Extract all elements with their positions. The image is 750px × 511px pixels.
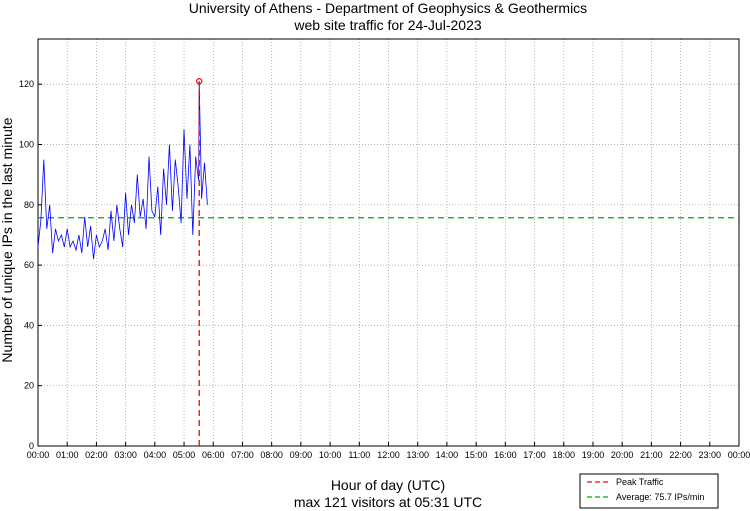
- x-tick-label: 19:00: [582, 450, 605, 460]
- legend: Peak Traffic Average: 75.7 IPs/min: [579, 473, 719, 509]
- grid-lines: [38, 39, 739, 446]
- chart-subtitle: web site traffic for 24-Jul-2023: [293, 17, 481, 33]
- y-tick-label: 60: [24, 260, 34, 270]
- x-tick-label: 21:00: [640, 450, 663, 460]
- x-tick-label: 15:00: [465, 450, 488, 460]
- x-tick-label: 22:00: [669, 450, 692, 460]
- x-tick-label: 17:00: [523, 450, 546, 460]
- x-tick-label: 13:00: [406, 450, 429, 460]
- x-tick-label: 23:00: [699, 450, 722, 460]
- x-tick-label: 08:00: [260, 450, 283, 460]
- chart-title: University of Athens - Department of Geo…: [189, 0, 587, 16]
- x-tick-label: 00:00: [27, 450, 50, 460]
- x-tick-label: 02:00: [85, 450, 108, 460]
- y-tick-label: 40: [24, 320, 34, 330]
- legend-box: [579, 473, 719, 509]
- x-tick-label: 06:00: [202, 450, 225, 460]
- y-tick-label: 0: [29, 441, 34, 451]
- y-axis-label: Number of unique IPs in the last minute: [0, 117, 15, 362]
- legend-peak-label: Peak Traffic: [616, 477, 664, 487]
- x-tick-label: 05:00: [173, 450, 196, 460]
- x-tick-label: 03:00: [114, 450, 137, 460]
- y-tick-label: 100: [19, 140, 34, 150]
- peak-marker: [196, 78, 203, 85]
- x-tick-label: 09:00: [290, 450, 313, 460]
- y-tick-label: 20: [24, 381, 34, 391]
- x-axis-label: Hour of day (UTC): [331, 477, 445, 493]
- x-tick-label: 10:00: [319, 450, 342, 460]
- x-tick-label: 12:00: [377, 450, 400, 460]
- y-tick-label: 120: [19, 79, 34, 89]
- x-tick-label: 01:00: [56, 450, 79, 460]
- y-tick-label: 80: [24, 200, 34, 210]
- traffic-series-line: [37, 81, 208, 260]
- x-tick-label: 07:00: [231, 450, 254, 460]
- x-tick-label: 00:00: [728, 450, 750, 460]
- legend-average-label: Average: 75.7 IPs/min: [616, 492, 704, 502]
- x-tick-label: 11:00: [348, 450, 370, 460]
- x-tick-label: 14:00: [436, 450, 459, 460]
- x-tick-label: 20:00: [611, 450, 634, 460]
- x-tick-label: 04:00: [144, 450, 167, 460]
- x-tick-label: 18:00: [552, 450, 575, 460]
- x-tick-label: 16:00: [494, 450, 517, 460]
- footer-note: max 121 visitors at 05:31 UTC: [294, 494, 482, 510]
